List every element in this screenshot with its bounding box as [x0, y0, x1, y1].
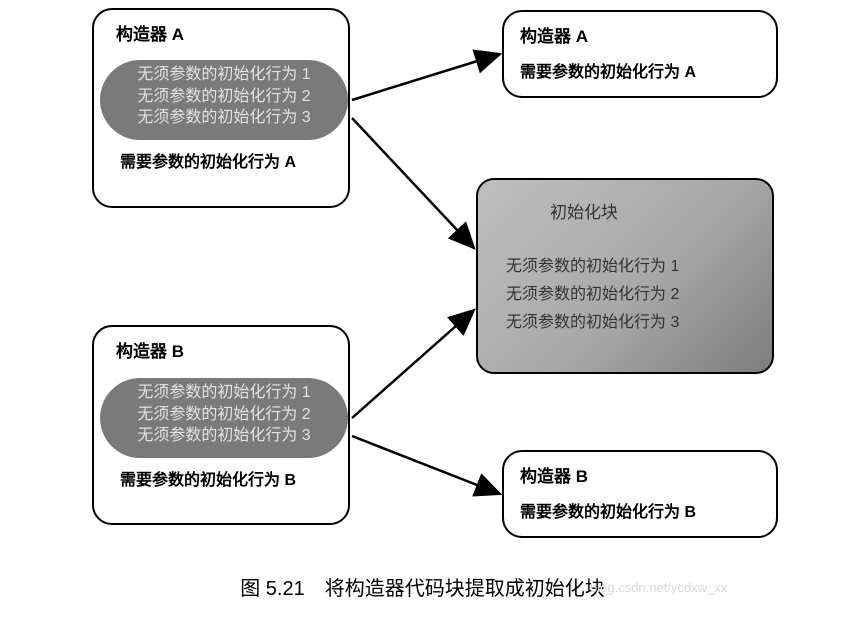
constructor-b-pill: 无须参数的初始化行为 1 无须参数的初始化行为 2 无须参数的初始化行为 3	[100, 378, 348, 458]
arrow-a-to-initblock	[352, 118, 474, 248]
arrow-a-to-rightA	[352, 54, 500, 100]
constructor-a-pill: 无须参数的初始化行为 1 无须参数的初始化行为 2 无须参数的初始化行为 3	[100, 60, 348, 140]
constructor-b-right-line: 需要参数的初始化行为 B	[520, 498, 696, 522]
pill-b-line-2: 无须参数的初始化行为 2	[100, 404, 348, 426]
constructor-a-left-subtitle: 需要参数的初始化行为 A	[120, 148, 296, 172]
constructor-a-right-title: 构造器 A	[520, 22, 588, 47]
constructor-a-right-box: 构造器 A 需要参数的初始化行为 A	[502, 10, 778, 98]
constructor-b-left-subtitle: 需要参数的初始化行为 B	[120, 466, 296, 490]
pill-a-line-3: 无须参数的初始化行为 3	[100, 107, 348, 129]
watermark-text: blog.csdn.net/ycdxw_xx	[590, 580, 727, 595]
constructor-a-left-title: 构造器 A	[116, 20, 184, 45]
constructor-b-right-box: 构造器 B 需要参数的初始化行为 B	[502, 450, 778, 538]
init-block-line-3: 无须参数的初始化行为 3	[506, 308, 679, 332]
pill-a-line-2: 无须参数的初始化行为 2	[100, 86, 348, 108]
pill-b-line-1: 无须参数的初始化行为 1	[100, 382, 348, 404]
init-block-title: 初始化块	[550, 198, 618, 223]
pill-a-line-1: 无须参数的初始化行为 1	[100, 64, 348, 86]
diagram-canvas: { "colors": { "background": "#ffffff", "…	[0, 0, 845, 617]
arrow-b-to-initblock	[352, 310, 474, 418]
pill-b-line-3: 无须参数的初始化行为 3	[100, 425, 348, 447]
constructor-a-right-line: 需要参数的初始化行为 A	[520, 58, 696, 82]
arrow-b-to-rightB	[352, 436, 500, 494]
constructor-b-right-title: 构造器 B	[520, 462, 588, 487]
init-block-box: 初始化块 无须参数的初始化行为 1 无须参数的初始化行为 2 无须参数的初始化行…	[476, 178, 774, 374]
init-block-line-1: 无须参数的初始化行为 1	[506, 252, 679, 276]
init-block-line-2: 无须参数的初始化行为 2	[506, 280, 679, 304]
constructor-b-left-title: 构造器 B	[116, 337, 184, 362]
